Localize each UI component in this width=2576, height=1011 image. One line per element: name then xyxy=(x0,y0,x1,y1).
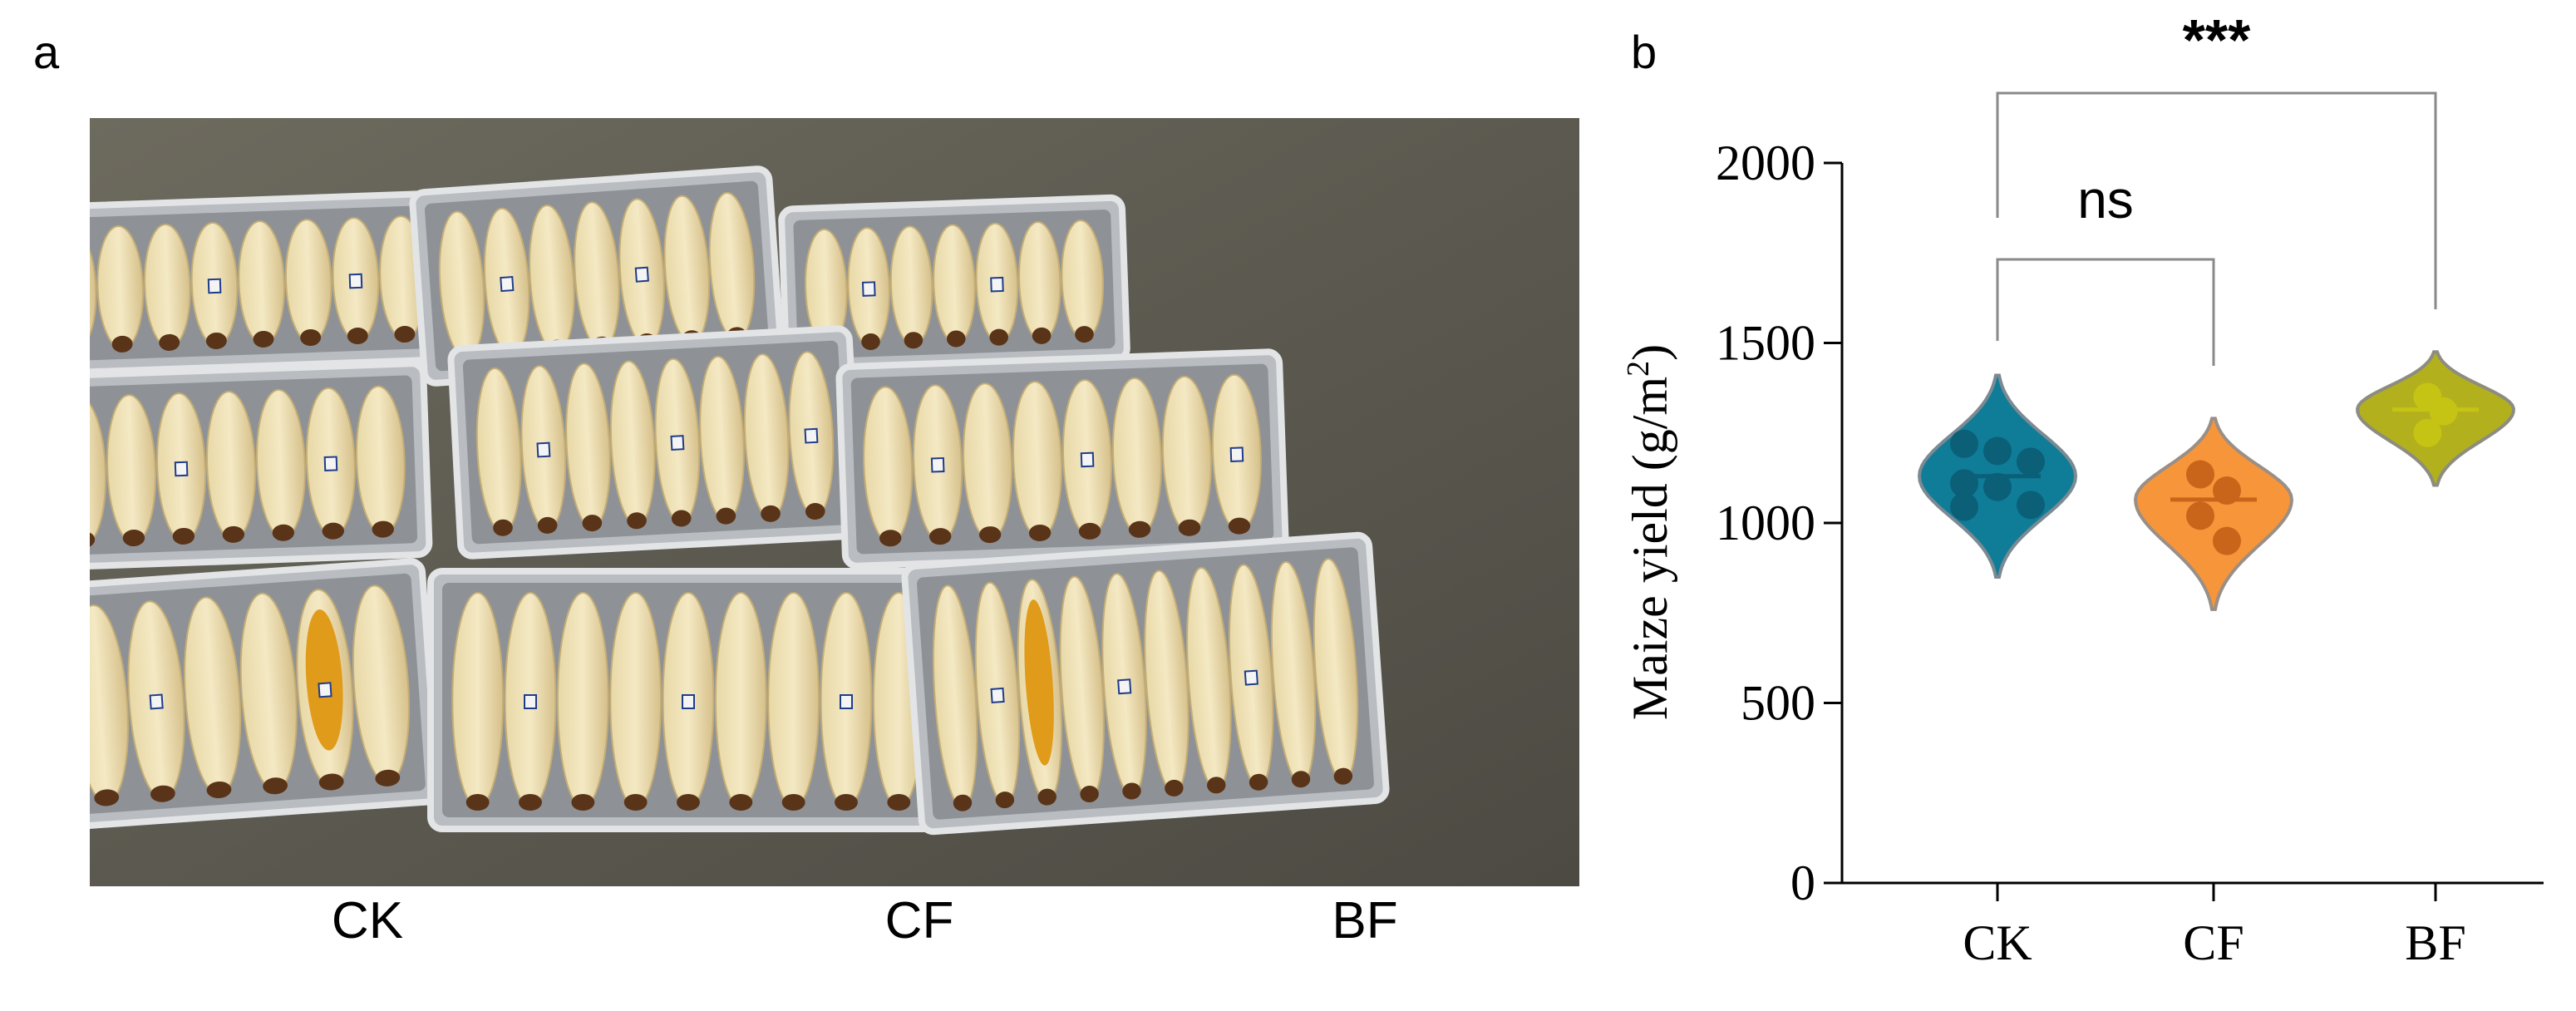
x-tick-label: CF xyxy=(2183,915,2244,970)
y-axis-label-main: Maize yield (g/m xyxy=(1623,377,1677,720)
maize-tray xyxy=(835,348,1289,570)
maize-tray xyxy=(409,165,785,387)
data-point xyxy=(2186,501,2214,530)
panel-a-label: a xyxy=(33,26,60,78)
panel-b-label: b xyxy=(1631,26,1657,78)
data-point xyxy=(1950,492,1978,521)
data-point xyxy=(2213,476,2241,506)
maize-ear xyxy=(714,592,767,808)
maize-ear xyxy=(451,592,505,808)
y-axis-label: Maize yield (g/m2) xyxy=(1621,344,1677,720)
y-tick-label: 0 xyxy=(1790,856,1815,910)
maize-ear xyxy=(556,592,609,808)
significance-bracket xyxy=(1996,258,2215,366)
data-point xyxy=(2413,418,2442,447)
y-axis-label-sup: 2 xyxy=(1621,361,1656,377)
maize-ear xyxy=(767,592,820,808)
maize-tray xyxy=(90,558,441,842)
maize-tray xyxy=(901,531,1390,836)
photo-caption-cf: CF xyxy=(884,892,954,949)
data-point xyxy=(2186,460,2214,489)
data-point xyxy=(1950,469,1978,498)
maize-ear xyxy=(90,226,97,352)
data-point xyxy=(1983,436,2012,466)
data-point xyxy=(2429,397,2458,426)
y-axis-label-suffix: ) xyxy=(1623,344,1677,361)
violins xyxy=(1917,350,2515,611)
maize-tray xyxy=(778,194,1130,375)
x-tick-label: BF xyxy=(2405,915,2465,970)
maize-ear xyxy=(609,592,662,808)
photo-caption-ck: CK xyxy=(331,892,404,949)
maize-tray xyxy=(447,325,863,560)
y-axis: 0 500 1000 1500 2000 xyxy=(1716,136,1844,910)
significance-brackets: ns *** xyxy=(1996,7,2437,366)
x-axis: CK CF BF xyxy=(1842,881,2544,970)
y-tick-label: 1000 xyxy=(1716,496,1815,550)
data-point xyxy=(1950,429,1978,458)
data-point xyxy=(2017,447,2045,476)
photo-caption-bf: BF xyxy=(1332,892,1398,949)
x-tick-label: CK xyxy=(1963,915,2032,970)
significance-label: *** xyxy=(2183,7,2251,72)
violin-chart: 0 500 1000 1500 2000 CK CF BF ns *** Maize yiel… xyxy=(1621,7,2544,970)
maize-ear xyxy=(90,396,107,546)
y-tick-label: 500 xyxy=(1741,676,1815,731)
significance-bracket xyxy=(1996,91,2437,309)
data-point xyxy=(2213,526,2241,555)
maize-harvest-photo xyxy=(90,118,1579,886)
maize-tray xyxy=(90,190,453,379)
y-tick-label: 1500 xyxy=(1716,316,1815,371)
maize-tray xyxy=(90,360,433,575)
data-point xyxy=(2017,491,2045,520)
y-tick-label: 2000 xyxy=(1716,136,1815,190)
maize-tray xyxy=(427,568,949,832)
significance-label: ns xyxy=(2077,170,2134,229)
data-point xyxy=(1983,472,2012,501)
